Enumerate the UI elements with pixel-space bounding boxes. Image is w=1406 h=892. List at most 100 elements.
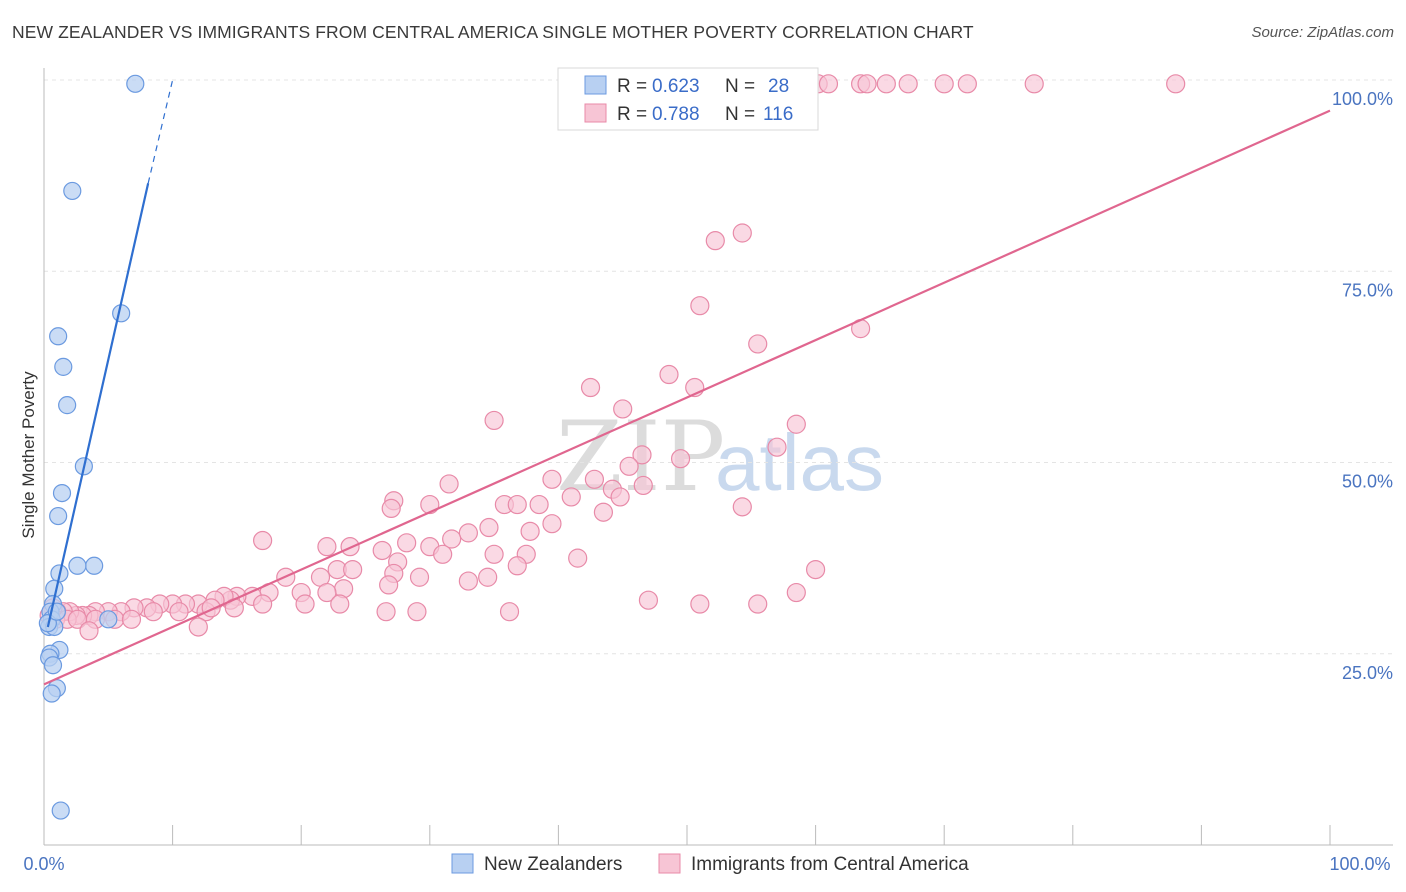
point-immigrants-26 [584,469,605,489]
bottom-legend-label-2: Immigrants from Central America [691,854,969,875]
point-immigrants-58 [343,559,363,580]
point-new-zealanders-7 [52,484,72,503]
point-immigrants-39 [732,497,752,517]
point-immigrants-51 [433,544,453,564]
point-immigrants-3 [857,74,877,94]
point-immigrants-104 [295,594,315,614]
point-immigrants-67 [317,582,337,603]
point-new-zealanders-3 [49,327,68,346]
point-immigrants-21 [767,437,787,457]
point-new-zealanders-10 [68,556,87,575]
point-immigrants-33 [420,494,440,515]
point-immigrants-56 [507,556,527,576]
point-immigrants-27 [633,475,653,496]
series-new-zealanders [38,74,145,820]
y-axis-label: Single Mother Poverty [19,371,38,539]
point-immigrants-19 [484,410,504,431]
point-new-zealanders-8 [49,506,68,526]
point-immigrants-99 [169,602,189,622]
bottom-legend-swatch-pink [658,853,681,874]
legend-r-value-2: 0.788 [652,104,700,125]
trend-line-new-zealanders-extension [147,79,174,184]
point-new-zealanders-1 [63,181,82,201]
correlation-legend: R = 0.623 N = 28 R = 0.788 N = 116 [557,67,819,131]
point-immigrants-35 [507,494,527,515]
legend-n-value-1: 28 [768,76,789,97]
y-tick-label-100: 100.0% [1332,89,1393,109]
y-tick-label-50: 50.0% [1342,472,1393,492]
gridlines [44,79,1393,655]
x-ticks [172,825,1331,845]
point-immigrants-9 [1166,74,1186,94]
point-immigrants-8 [1024,74,1044,94]
chart-source: Source: ZipAtlas.com [1251,24,1394,41]
point-immigrants-107 [407,602,427,622]
legend-n-value-2: 116 [763,104,793,125]
point-immigrants-103 [253,594,273,614]
chart-title: NEW ZEALANDER VS IMMIGRANTS FROM CENTRAL… [12,22,974,42]
series-immigrants-central-america [39,74,1186,641]
y-tick-label-75: 75.0% [1342,280,1393,300]
point-immigrants-65 [379,575,399,595]
point-immigrants-40 [542,514,562,534]
point-immigrants-4 [876,74,896,94]
point-immigrants-110 [748,594,768,614]
point-new-zealanders-4 [54,357,73,376]
legend-r-value-1: 0.623 [652,76,700,97]
point-immigrants-23 [670,449,691,469]
point-immigrants-49 [372,540,392,561]
y-tick-label-25: 25.0% [1342,663,1393,683]
point-new-zealanders-0 [126,74,145,93]
bottom-legend-swatch-blue [451,853,474,874]
point-immigrants-63 [478,567,498,587]
point-immigrants-30 [610,487,630,507]
point-immigrants-7 [957,74,977,94]
point-immigrants-22 [632,445,652,465]
point-immigrants-11 [705,231,725,251]
trend-line-immigrants [43,109,1331,686]
legend-swatch-pink [584,103,607,123]
point-immigrants-48 [317,537,337,557]
point-immigrants-60 [409,567,430,587]
legend-swatch-blue [584,75,607,95]
point-immigrants-25 [542,469,562,489]
bottom-legend-label-1: New Zealanders [484,854,622,875]
axes [43,68,1393,846]
point-immigrants-54 [568,548,588,568]
point-immigrants-20 [786,414,806,434]
series-legend: New Zealanders Immigrants from Central A… [451,853,969,875]
point-immigrants-42 [520,521,540,541]
x-tick-label-min: 0.0% [23,854,64,874]
point-immigrants-17 [580,377,601,398]
point-new-zealanders-22 [43,656,63,675]
legend-n-label-2: N = [725,104,755,125]
point-immigrants-98 [143,602,163,622]
point-immigrants-106 [376,602,396,622]
point-immigrants-44 [442,529,462,549]
point-immigrants-111 [786,582,806,603]
point-immigrants-114 [188,617,208,637]
point-immigrants-46 [397,533,417,553]
point-new-zealanders-9 [85,556,104,575]
point-new-zealanders-18 [99,610,118,629]
point-immigrants-24 [619,456,639,476]
point-immigrants-109 [690,594,710,614]
point-immigrants-28 [439,474,459,494]
point-immigrants-50 [253,530,273,551]
x-tick-label-max: 100.0% [1329,854,1390,874]
point-immigrants-41 [479,517,499,538]
point-immigrants-64 [458,571,478,591]
point-immigrants-10 [732,223,752,243]
point-immigrants-14 [748,334,768,354]
legend-r-label-2: R = [617,104,647,125]
point-immigrants-18 [613,399,633,419]
point-immigrants-37 [381,498,401,518]
y-tick-labels: 25.0% 50.0% 75.0% 100.0% [1332,89,1393,683]
legend-n-label-1: N = [725,76,755,97]
point-immigrants-97 [121,609,142,629]
point-immigrants-5 [898,74,918,94]
point-immigrants-31 [561,487,581,507]
point-immigrants-115 [79,621,99,641]
point-immigrants-1 [818,74,839,94]
